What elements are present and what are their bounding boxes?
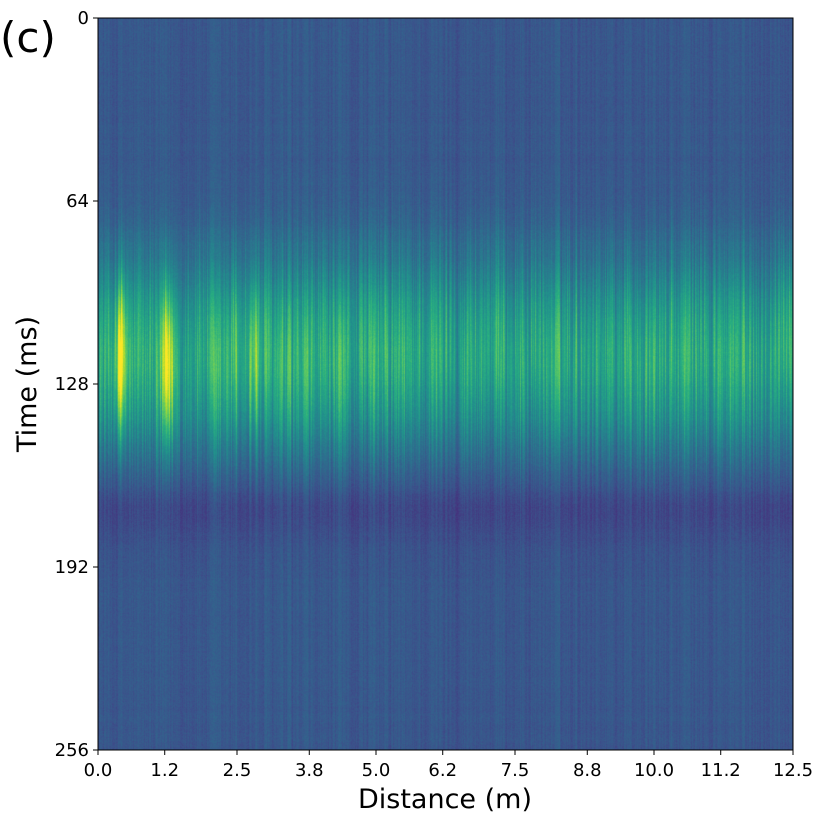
x-tick-label: 7.5 <box>501 760 530 781</box>
y-tick-label: 256 <box>55 740 89 761</box>
x-axis-ticks: 0.0 1.2 2.5 3.8 5.0 6.2 7.5 8.8 10.0 11.2 12.5 <box>84 750 813 781</box>
y-axis-ticks: 0 64 128 192 256 <box>55 8 98 761</box>
x-tick-label: 6.2 <box>428 760 457 781</box>
panel-label: (c) <box>0 13 56 62</box>
x-tick-label: 11.2 <box>701 760 741 781</box>
x-tick-label: 0.0 <box>84 760 113 781</box>
x-tick-label: 5.0 <box>362 760 391 781</box>
x-tick-label: 12.5 <box>773 760 813 781</box>
x-tick-label: 1.2 <box>150 760 179 781</box>
x-tick-label: 3.8 <box>295 760 324 781</box>
y-axis-label: Time (ms) <box>12 316 43 453</box>
x-tick-label: 2.5 <box>223 760 252 781</box>
x-tick-label: 8.8 <box>573 760 602 781</box>
y-tick-label: 64 <box>66 191 89 212</box>
y-tick-label: 0 <box>78 8 89 29</box>
y-tick-label: 192 <box>55 557 89 578</box>
heatmap-plot-area <box>97 17 794 751</box>
heatmap-image <box>98 18 793 750</box>
x-axis-label: Distance (m) <box>358 784 532 815</box>
y-tick-label: 128 <box>55 374 89 395</box>
x-tick-label: 10.0 <box>634 760 674 781</box>
